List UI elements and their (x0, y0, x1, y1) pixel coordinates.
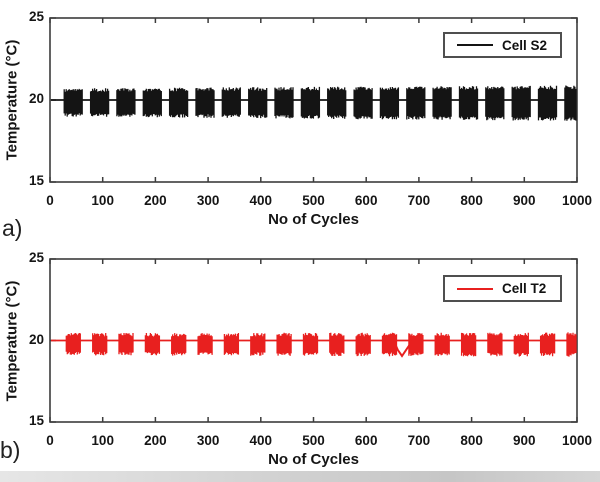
x-tick-label: 100 (91, 193, 114, 208)
x-tick-label: 300 (196, 193, 220, 208)
y-tick-label: 25 (28, 9, 44, 24)
x-tick-label: 800 (460, 193, 483, 208)
x-tick-label: 600 (354, 433, 378, 448)
x-tick-label: 400 (249, 433, 273, 448)
y-tick-label: 25 (28, 250, 44, 265)
legend-line-sample-b (457, 287, 493, 290)
x-tick-label: 0 (46, 193, 54, 208)
x-tick-label: 500 (302, 193, 325, 208)
legend-label-cell-t2: Cell T2 (502, 281, 547, 296)
x-tick-label: 900 (513, 433, 536, 448)
x-tick-label: 0 (46, 433, 54, 448)
legend-line-sample-a (457, 44, 493, 46)
x-tick-label: 100 (91, 433, 114, 448)
y-tick-label: 15 (28, 173, 44, 188)
panel-label-b: b) (0, 437, 21, 463)
x-tick-label: 500 (302, 433, 325, 448)
x-tick-label: 200 (144, 193, 167, 208)
bottom-edge-artifact (0, 471, 600, 482)
x-tick-label: 300 (196, 433, 220, 448)
legend-b: Cell T2 (443, 275, 562, 302)
y-tick-label: 15 (28, 413, 44, 428)
y-tick-label: 20 (28, 91, 44, 106)
panel-label-a: a) (2, 215, 23, 241)
x-tick-label: 1000 (561, 193, 593, 208)
x-tick-label: 700 (407, 433, 431, 448)
x-tick-label: 800 (460, 433, 483, 448)
x-tick-label: 1000 (561, 433, 593, 448)
x-tick-label: 900 (513, 193, 536, 208)
x-tick-label: 700 (407, 193, 431, 208)
legend-label-cell-s2: Cell S2 (502, 37, 548, 53)
x-tick-label: 600 (354, 193, 378, 208)
x-axis-label-b: No of Cycles (268, 451, 359, 468)
x-tick-label: 400 (249, 193, 273, 208)
x-axis-label-a: No of Cycles (268, 211, 359, 228)
y-tick-label: 20 (28, 331, 44, 347)
x-tick-label: 200 (144, 433, 167, 448)
legend-a: Cell S2 (443, 32, 562, 58)
